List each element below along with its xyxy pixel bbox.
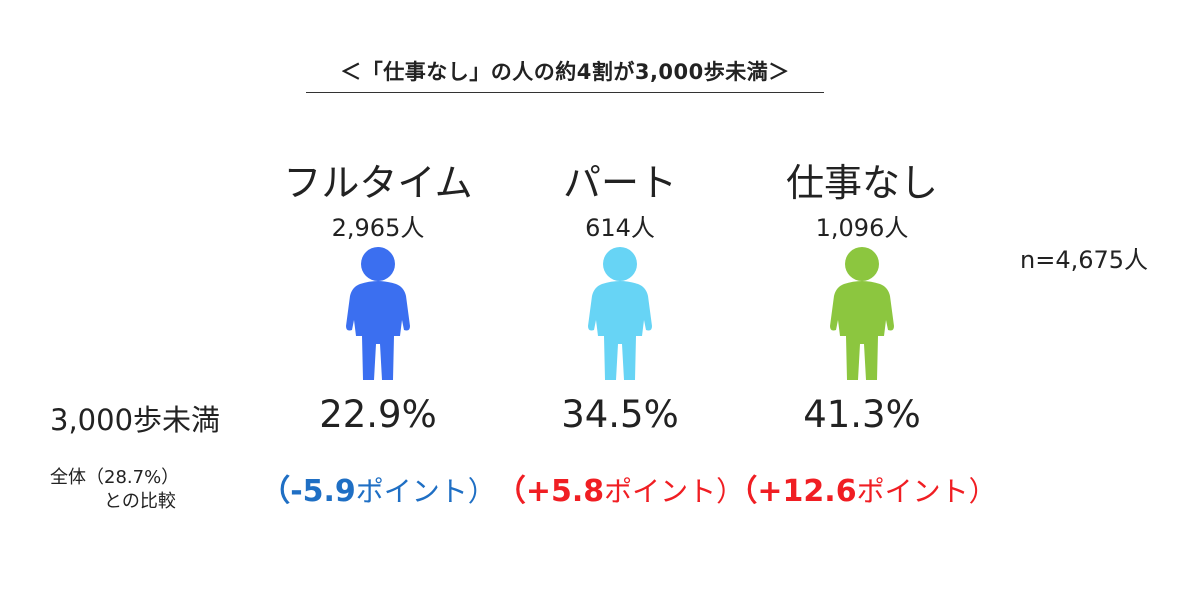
diff-suffix: ポイント） (355, 475, 496, 508)
compare-label-line1: 全体（28.7%） (50, 467, 180, 488)
compare-label-line2: との比較 (104, 491, 176, 512)
diff-value: +12.6 (757, 474, 857, 509)
diff-open: （ (495, 474, 526, 509)
group-label: フルタイム (283, 161, 473, 205)
group-diff: （-5.9ポイント） (238, 466, 518, 510)
diff-value: -5.9 (290, 474, 356, 509)
sample-size: n=4,675人 (1020, 246, 1149, 274)
group-diff: （+12.6ポイント） (722, 466, 1002, 510)
person-icon (588, 247, 652, 380)
diff-value: +5.8 (525, 474, 605, 509)
person-icon (346, 247, 410, 380)
row-label: 3,000歩未満 (50, 403, 221, 437)
group-count: 614人 (585, 214, 655, 242)
group-count: 2,965人 (331, 214, 425, 242)
group-count: 1,096人 (815, 214, 909, 242)
group-diff: （+5.8ポイント） (480, 466, 760, 510)
diff-open: （ (727, 474, 758, 509)
compare-label: 全体（28.7%） との比較 (50, 466, 240, 514)
group-label: 仕事なし (785, 161, 938, 205)
page-title: ＜「仕事なし」の人の約4割が3,000歩未満＞ (306, 56, 824, 93)
person-icon (830, 247, 894, 380)
diff-open: （ (260, 474, 291, 509)
group-percent: 22.9% (319, 393, 437, 436)
group-percent: 41.3% (803, 393, 921, 436)
diff-suffix: ポイント） (604, 475, 745, 508)
group-label: パート (562, 161, 677, 205)
group-percent: 34.5% (561, 393, 679, 436)
diff-suffix: ポイント） (856, 475, 997, 508)
